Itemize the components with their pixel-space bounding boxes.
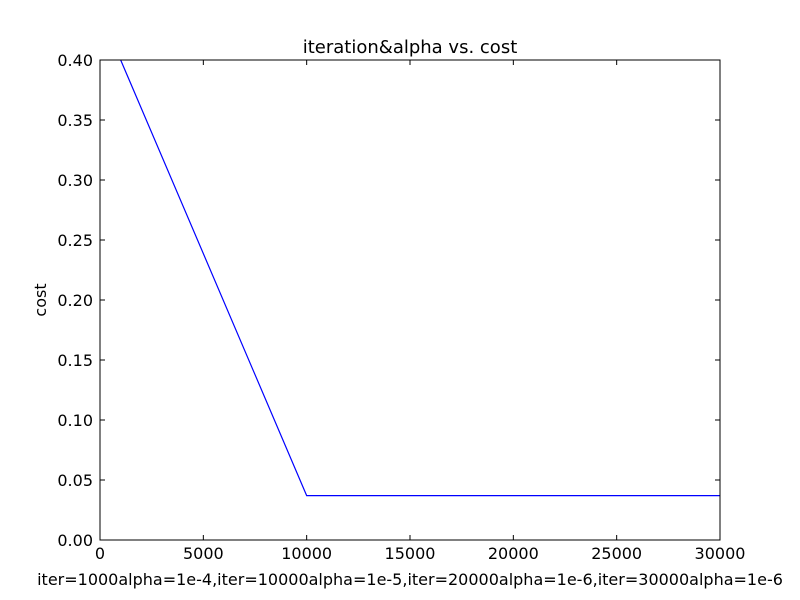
x-tick-label: 25000 bbox=[591, 544, 642, 563]
y-tick-label: 0.40 bbox=[57, 51, 93, 70]
y-tick-label: 0.15 bbox=[57, 351, 93, 370]
series-line bbox=[120, 60, 720, 497]
y-tick-label: 0.05 bbox=[57, 471, 93, 490]
x-tick-label: 0 bbox=[95, 544, 105, 563]
y-axis-label: cost bbox=[31, 283, 50, 316]
x-tick-label: 5000 bbox=[183, 544, 224, 563]
y-tick-label: 0.25 bbox=[57, 231, 93, 250]
x-tick-label: 10000 bbox=[281, 544, 332, 563]
x-tick-label: 15000 bbox=[385, 544, 436, 563]
y-tick-label: 0.00 bbox=[57, 531, 93, 550]
chart-title: iteration&alpha vs. cost bbox=[303, 37, 518, 58]
y-tick-label: 0.35 bbox=[57, 111, 93, 130]
axis-ticks: 0 5000 10000 15000 20000 25000 30000 0.00 0.05 0.… bbox=[57, 51, 745, 563]
y-tick-label: 0.20 bbox=[57, 291, 93, 310]
x-axis-label: iter=1000alpha=1e-4,iter=10000alpha=1e-5… bbox=[37, 570, 783, 589]
x-tick-label: 30000 bbox=[695, 544, 746, 563]
x-tick-label: 20000 bbox=[488, 544, 539, 563]
series-layer bbox=[120, 60, 720, 497]
y-tick-label: 0.10 bbox=[57, 411, 93, 430]
y-tick-label: 0.30 bbox=[57, 171, 93, 190]
plot-area-frame bbox=[99, 59, 721, 541]
